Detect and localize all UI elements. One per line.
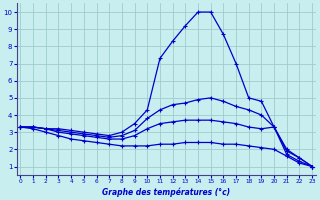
- X-axis label: Graphe des températures (°c): Graphe des températures (°c): [102, 187, 230, 197]
